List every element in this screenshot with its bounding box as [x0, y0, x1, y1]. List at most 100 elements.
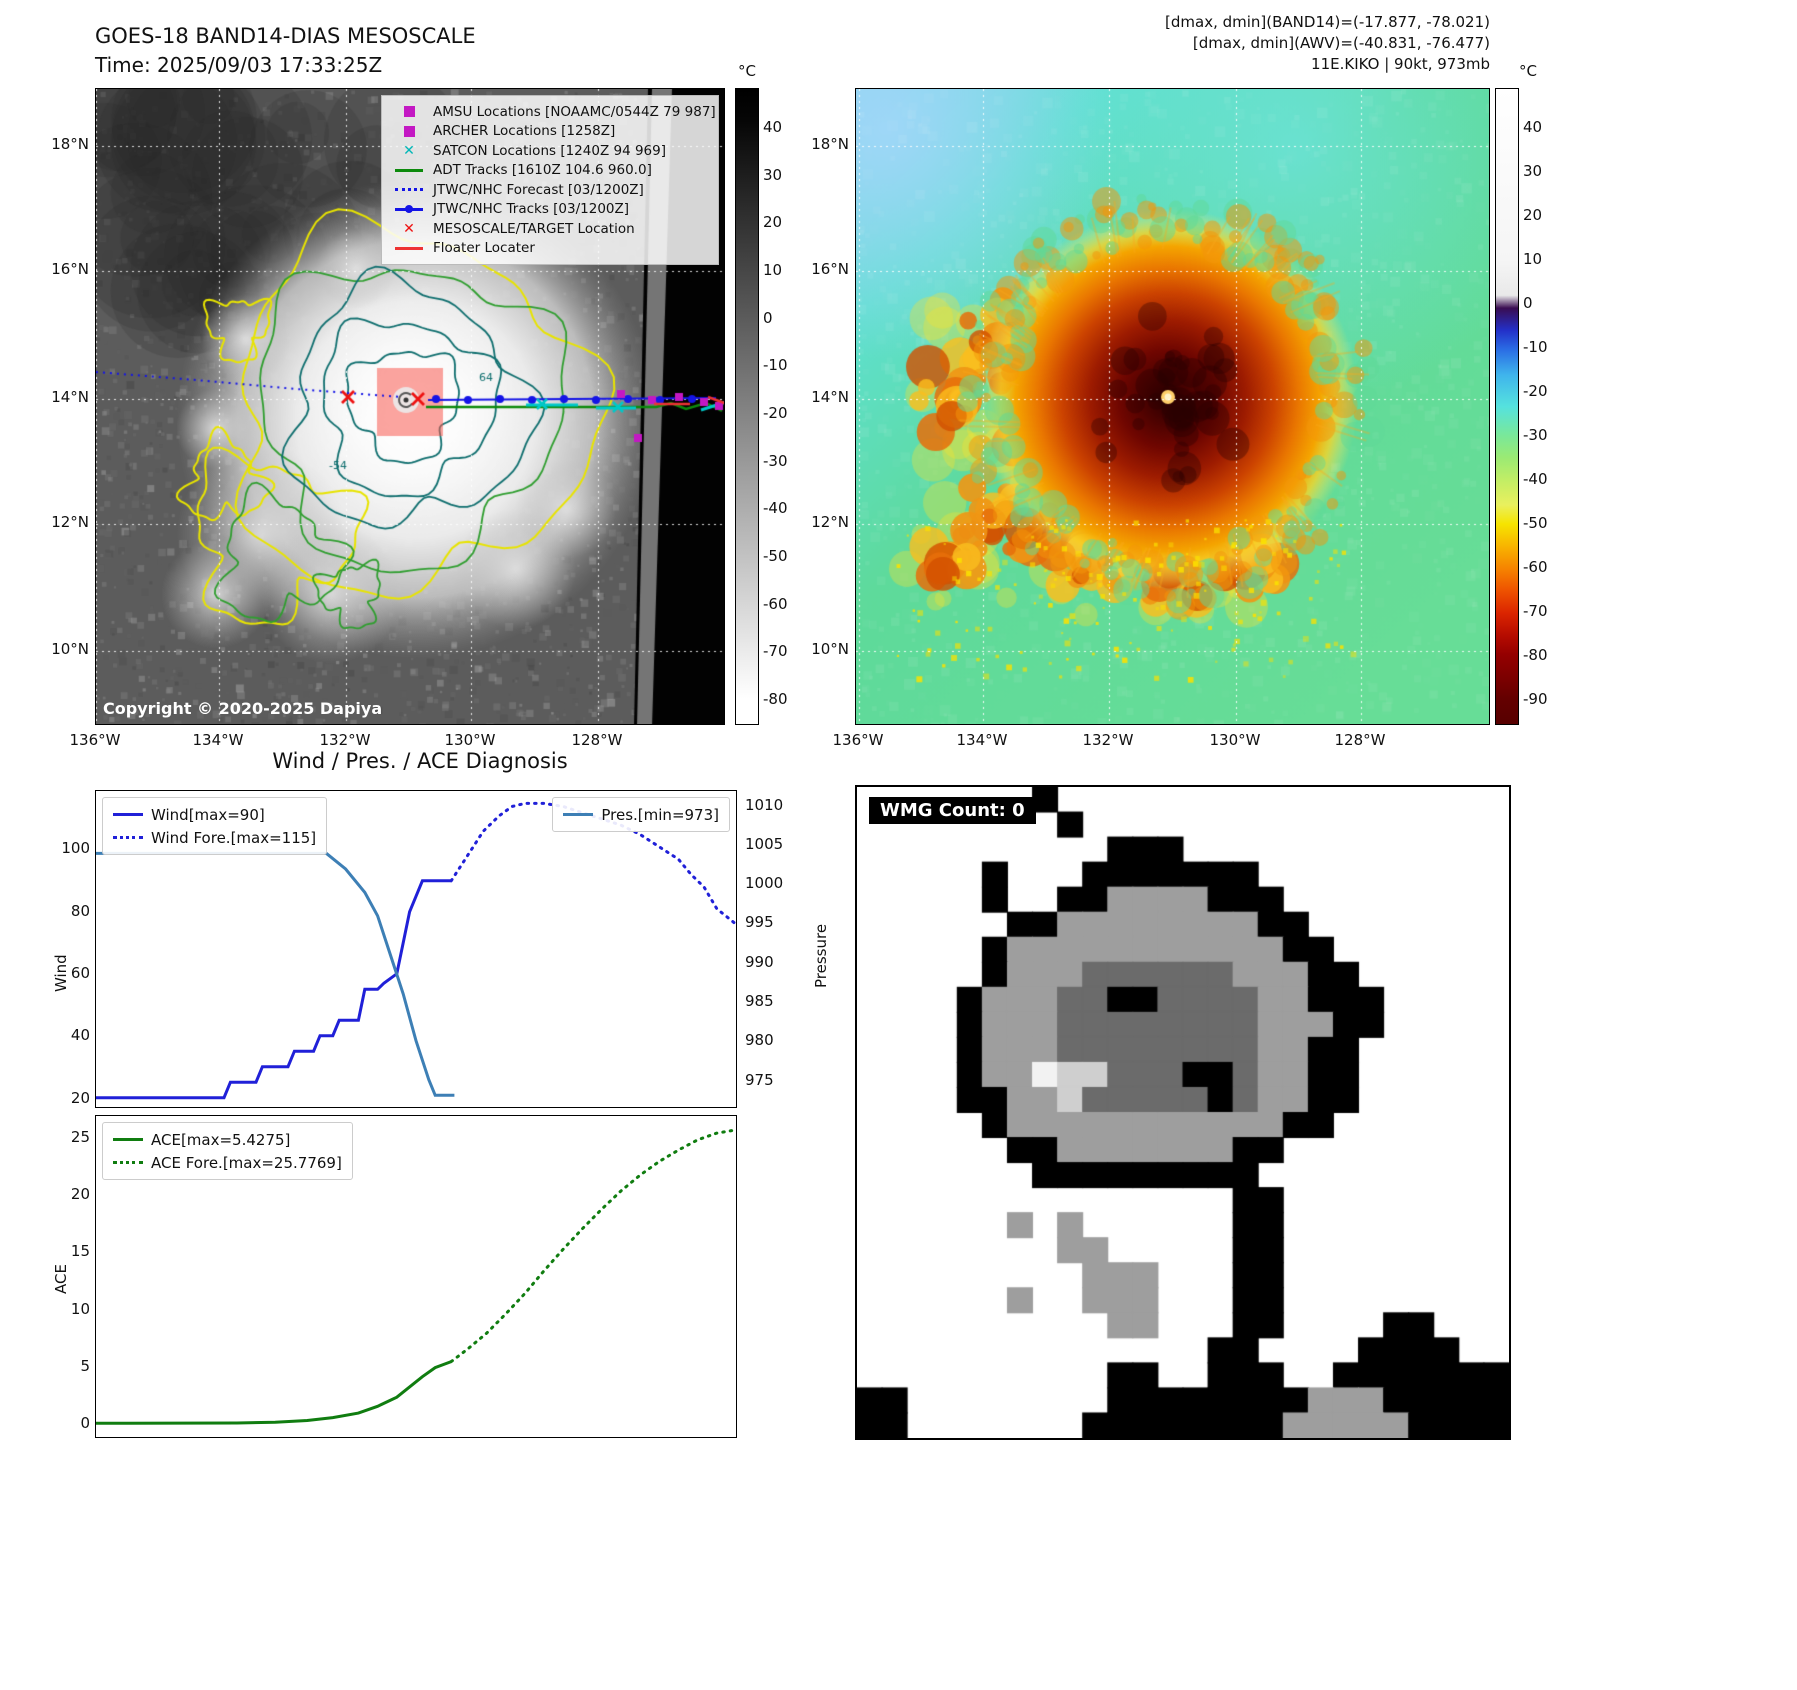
wind-ytick-label: 20 — [70, 1088, 90, 1107]
p1-colorbar-tick-label: 0 — [763, 308, 773, 327]
line-marker-icon — [390, 246, 428, 250]
panel2-header: [dmax, dmin](BAND14)=(-17.877, -78.021) … — [1165, 12, 1490, 75]
p2-colorbar-tick-label: 30 — [1523, 162, 1543, 180]
map-legend-item: AMSU Locations [NOAAMC/0544Z 79 987] — [390, 102, 716, 122]
pressure-line-sample — [563, 813, 594, 816]
p1-colorbar-tick-label: -80 — [763, 690, 788, 709]
series-line — [96, 1360, 452, 1425]
ace-legend-label: ACE[max=5.4275] — [151, 1130, 291, 1149]
awv-colorbar-unit: °C — [1519, 62, 1537, 80]
p1-colorbar-tick-label: -60 — [763, 594, 788, 613]
pressure-axis-label: Pressure — [812, 923, 830, 988]
p1-colorbar-tick-label: -40 — [763, 499, 788, 518]
pressure-ytick-label: 1000 — [745, 874, 784, 893]
wmg-count-badge: WMG Count: 0 — [869, 797, 1036, 824]
wind-ytick-label: 100 — [61, 839, 90, 858]
pressure-ytick-label: 975 — [745, 1070, 774, 1089]
map-legend-item: Floater Locater — [390, 239, 710, 259]
p1-lon-tick-label: 132°W — [319, 731, 371, 749]
awv-colorbar — [1495, 88, 1519, 725]
ace-legend: ACE[max=5.4275] ACE Fore.[max=25.7769] — [102, 1122, 353, 1180]
p1-lon-tick-label: 136°W — [69, 731, 121, 749]
legend-item: ACE Fore.[max=25.7769] — [113, 1151, 342, 1174]
legend-item: Pres.[min=973] — [563, 803, 719, 826]
square-marker-icon — [390, 106, 428, 118]
p1-colorbar-tick-label: -10 — [763, 356, 788, 375]
wind-forecast-legend-label: Wind Fore.[max=115] — [151, 828, 317, 847]
map-legend-label: JTWC/NHC Tracks [03/1200Z] — [433, 201, 630, 218]
p2-lon-tick-label: 130°W — [1209, 731, 1261, 749]
legend-item: ACE[max=5.4275] — [113, 1128, 342, 1151]
p1-colorbar-tick-label: 10 — [763, 261, 783, 279]
pressure-ytick-label: 990 — [745, 952, 774, 971]
p2-lat-tick-label: 12°N — [811, 513, 849, 531]
p2-colorbar-tick-label: -60 — [1523, 558, 1548, 576]
p1-colorbar-tick-label: 30 — [763, 165, 783, 184]
pressure-legend: Pres.[min=973] — [552, 797, 730, 832]
pressure-ytick-label: 1005 — [745, 834, 784, 853]
p2-colorbar-tick-label: 10 — [1523, 250, 1543, 268]
band14-colorbar — [735, 88, 759, 725]
p2-colorbar-tick-label: -50 — [1523, 514, 1548, 532]
series-line — [96, 851, 455, 1097]
map-legend-label: ADT Tracks [1610Z 104.6 960.0] — [433, 162, 652, 179]
map-legend-item: ADT Tracks [1610Z 104.6 960.0] — [390, 161, 710, 181]
line-marker-icon — [390, 168, 428, 172]
wind-legend-label: Wind[max=90] — [151, 805, 265, 824]
band14-map-panel: AMSU Locations [NOAAMC/0544Z 79 987] ARCH… — [95, 88, 725, 725]
p2-colorbar-tick-label: 40 — [1523, 118, 1543, 136]
map-legend-label: AMSU Locations [NOAAMC/0544Z 79 987] — [433, 103, 716, 120]
p2-colorbar-tick-label: -10 — [1523, 338, 1548, 356]
panel1-time: Time: 2025/09/03 17:33:25Z — [95, 53, 383, 77]
wind-ytick-label: 40 — [70, 1026, 90, 1045]
p1-lon-tick-label: 134°W — [192, 731, 244, 749]
series-line — [96, 879, 452, 1100]
panel1-title: GOES-18 BAND14-DIAS MESOSCALE — [95, 24, 476, 48]
map-legend-label: Floater Locater — [433, 240, 535, 257]
map-legend-label: SATCON Locations [1240Z 94 969] — [433, 142, 666, 159]
map-legend-item: ✕ SATCON Locations [1240Z 94 969] — [390, 141, 710, 161]
x-marker-icon: ✕ — [403, 220, 415, 237]
ace-axis-label: ACE — [52, 1264, 70, 1294]
p2-lon-tick-label: 128°W — [1334, 731, 1386, 749]
p2-colorbar-tick-label: 0 — [1523, 294, 1533, 312]
map-legend-item: JTWC/NHC Forecast [03/1200Z] — [390, 180, 710, 200]
p2-colorbar-tick-label: -70 — [1523, 602, 1548, 620]
map-legend-label: ARCHER Locations [1258Z] — [433, 123, 616, 140]
p2-colorbar-tick-label: 20 — [1523, 206, 1543, 224]
p2-lat-tick-label: 18°N — [811, 135, 849, 153]
ace-ytick-label: 20 — [70, 1185, 90, 1204]
linedot-marker-icon — [390, 205, 428, 214]
ace-ytick-label: 5 — [80, 1356, 90, 1375]
series-line — [449, 1128, 736, 1364]
panel1-title-block: GOES-18 BAND14-DIAS MESOSCALE Time: 2025… — [95, 22, 476, 80]
p1-lat-tick-label: 16°N — [51, 260, 89, 278]
ace-ytick-label: 0 — [80, 1414, 90, 1433]
ace-plot — [96, 1128, 736, 1425]
ace-ytick-label: 15 — [70, 1242, 90, 1261]
p1-lat-tick-label: 10°N — [51, 640, 89, 658]
map-legend-label: MESOSCALE/TARGET Location — [433, 220, 635, 237]
legend-item: Wind Fore.[max=115] — [113, 826, 316, 849]
pressure-legend-label: Pres.[min=973] — [601, 805, 719, 824]
p1-colorbar-tick-label: -30 — [763, 451, 788, 470]
p1-lat-tick-label: 14°N — [51, 388, 89, 406]
p2-colorbar-tick-label: -20 — [1523, 382, 1548, 400]
ace-ytick-label: 10 — [70, 1299, 90, 1318]
wmg-pixel-image — [857, 787, 1509, 1438]
map-legend-item: ✕ MESOSCALE/TARGET Location — [390, 219, 710, 239]
pressure-ytick-label: 1010 — [745, 795, 784, 814]
dotted-marker-icon — [390, 188, 428, 192]
ace-forecast-line-sample — [113, 1161, 143, 1164]
diagnosis-chart-title: Wind / Pres. / ACE Diagnosis — [272, 749, 568, 773]
p1-colorbar-tick-label: -50 — [763, 547, 788, 566]
p1-colorbar-tick-label: -20 — [763, 404, 788, 423]
map-legend-label: JTWC/NHC Forecast [03/1200Z] — [433, 181, 644, 198]
wmg-panel: WMG Count: 0 — [855, 785, 1511, 1440]
ace-line-sample — [113, 1138, 143, 1141]
wind-ytick-label: 80 — [70, 901, 90, 920]
wind-legend: Wind[max=90] Wind Fore.[max=115] — [102, 797, 328, 855]
p2-colorbar-tick-label: -40 — [1523, 470, 1548, 488]
ace-ytick-label: 25 — [70, 1127, 90, 1146]
